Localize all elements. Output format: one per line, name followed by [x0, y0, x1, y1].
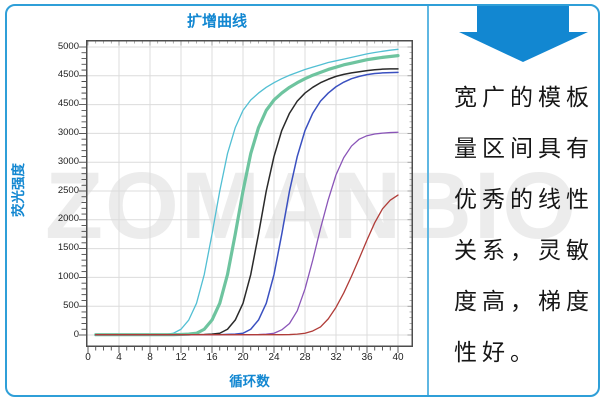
- panel-divider: [427, 6, 429, 395]
- y-tick-label: 1500: [57, 242, 79, 254]
- annotation-line: 度高，梯度: [454, 289, 594, 314]
- y-tick-label: 3000: [57, 126, 79, 138]
- x-tick-label: 8: [147, 352, 153, 363]
- y-tick-label: 500: [63, 299, 79, 311]
- x-axis-title: 循环数: [229, 374, 270, 389]
- curve-green: [94, 54, 400, 337]
- x-tick-label: 40: [392, 352, 404, 363]
- x-tick-label: 16: [206, 352, 218, 363]
- y-tick-label: 5000: [57, 40, 79, 52]
- x-tick-label: 32: [330, 352, 342, 363]
- curve-black: [95, 68, 399, 336]
- x-tick-label: 28: [299, 352, 311, 363]
- annotation-line: 量区间具有: [454, 136, 594, 161]
- plot-area: [79, 40, 413, 353]
- x-tick-label: 12: [175, 352, 187, 363]
- x-tick-label: 24: [268, 352, 280, 363]
- x-tick-label: 4: [116, 352, 122, 363]
- annotation-panel: 宽广的模板 量区间具有 优秀的线性 关系，灵敏 度高，梯度 性好。: [427, 6, 598, 395]
- chart-title: 扩增曲线: [186, 13, 247, 30]
- annotation-line: 宽广的模板: [454, 85, 594, 110]
- promo-card: ZOMANBIO 扩增曲线 荧光强度 循环数 5000 4500 4500 3000 3…: [5, 4, 600, 397]
- y-tick-label: 3000: [57, 155, 79, 167]
- curve-red: [95, 194, 399, 336]
- annotation-line: 性好。: [454, 340, 538, 365]
- y-tick-label: 2500: [57, 184, 79, 196]
- y-tick-label: 0: [73, 328, 79, 340]
- y-tick-label: 4500: [57, 69, 79, 81]
- curve-cyan: [95, 48, 399, 336]
- x-tick-label: 20: [237, 352, 249, 363]
- watermark-text: ZOMANBIO: [45, 153, 579, 259]
- x-tick-label: 0: [85, 352, 91, 363]
- annotation-line: 关系，灵敏: [454, 238, 594, 263]
- annotation-line: 优秀的线性: [454, 187, 594, 212]
- y-tick-label: 1000: [57, 270, 79, 282]
- curve-blue: [95, 71, 399, 336]
- y-axis-title: 荧光强度: [11, 163, 26, 217]
- x-tick-label: 36: [361, 352, 373, 363]
- amplification-plot: [79, 40, 413, 353]
- down-arrow-icon: [459, 6, 588, 62]
- y-tick-label: 4500: [57, 98, 79, 110]
- y-tick-label: 2000: [57, 213, 79, 225]
- annotation-text: 宽广的模板 量区间具有 优秀的线性 关系，灵敏 度高，梯度 性好。: [427, 72, 598, 378]
